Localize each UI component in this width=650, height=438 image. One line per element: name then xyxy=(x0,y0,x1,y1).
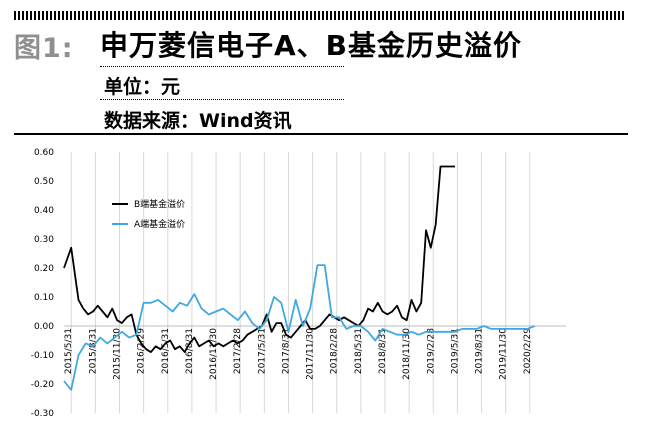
x-tick-label: 2016/8/31 xyxy=(185,328,195,374)
x-tick-label: 2017/5/31 xyxy=(257,328,267,374)
x-tick-label: 2020/2/29 xyxy=(523,328,533,374)
chart-title: 申万菱信电子A、B基金历史溢价 xyxy=(100,29,523,62)
y-tick-label: -0.30 xyxy=(31,409,55,419)
dotted-divider xyxy=(100,99,344,100)
x-tick-label: 2019/5/31 xyxy=(450,328,460,374)
legend-label: A端基金溢价 xyxy=(134,218,185,230)
x-tick-label: 2018/8/31 xyxy=(378,328,388,374)
x-tick-label: 2019/2/28 xyxy=(426,328,436,374)
chart-legend: B端基金溢价 A端基金溢价 xyxy=(112,198,185,230)
x-tick-label: 2015/5/31 xyxy=(64,328,74,374)
x-axis: 2015/5/31 2015/8/31 2015/11/30 2016/2/29 201… xyxy=(64,328,533,380)
x-tick-label: 2017/8/31 xyxy=(281,328,291,374)
legend-label: B端基金溢价 xyxy=(134,198,185,210)
series-line xyxy=(63,264,535,391)
y-tick-label: 0.30 xyxy=(34,235,54,245)
line-chart: 0.60 0.50 0.40 0.30 0.20 0.10 0.00 -0.10 -0.20 -0… xyxy=(31,148,566,419)
x-tick-label: 2018/11/30 xyxy=(402,328,412,380)
x-tick-label: 2016/2/29 xyxy=(137,328,147,374)
chart-series xyxy=(63,165,535,391)
chart-grid xyxy=(64,152,566,413)
x-tick-label: 2015/11/30 xyxy=(113,328,123,380)
y-axis: 0.60 0.50 0.40 0.30 0.20 0.10 0.00 -0.10 -0.20 -0… xyxy=(31,148,55,419)
unit-label: 单位：元 xyxy=(104,76,181,98)
x-tick-label: 2015/8/31 xyxy=(88,328,98,374)
x-tick-label: 2017/2/28 xyxy=(233,328,243,374)
series-line xyxy=(63,165,455,353)
x-tick-label: 2018/2/28 xyxy=(330,328,340,374)
x-tick-label: 2019/11/30 xyxy=(499,328,509,380)
y-tick-label: 0.20 xyxy=(34,264,54,274)
decorative-stripe xyxy=(14,11,626,20)
x-tick-label: 2018/5/31 xyxy=(354,328,364,374)
header-rule xyxy=(14,133,628,135)
y-tick-label: -0.10 xyxy=(31,351,55,361)
y-tick-label: 0.40 xyxy=(34,206,54,216)
y-tick-label: -0.20 xyxy=(31,380,55,390)
source-label: 数据来源：Wind资讯 xyxy=(104,110,292,132)
figure-label: 图1: xyxy=(14,33,74,64)
y-tick-label: 0.10 xyxy=(34,293,54,303)
x-tick-label: 2016/5/31 xyxy=(161,328,171,374)
x-tick-label: 2017/11/30 xyxy=(306,328,316,380)
x-tick-label: 2019/8/31 xyxy=(475,328,485,374)
x-tick-label: 2016/11/30 xyxy=(209,328,219,380)
y-tick-label: 0.60 xyxy=(34,148,54,158)
y-tick-label: 0.00 xyxy=(34,322,54,332)
y-tick-label: 0.50 xyxy=(34,177,54,187)
dotted-divider xyxy=(100,66,344,67)
